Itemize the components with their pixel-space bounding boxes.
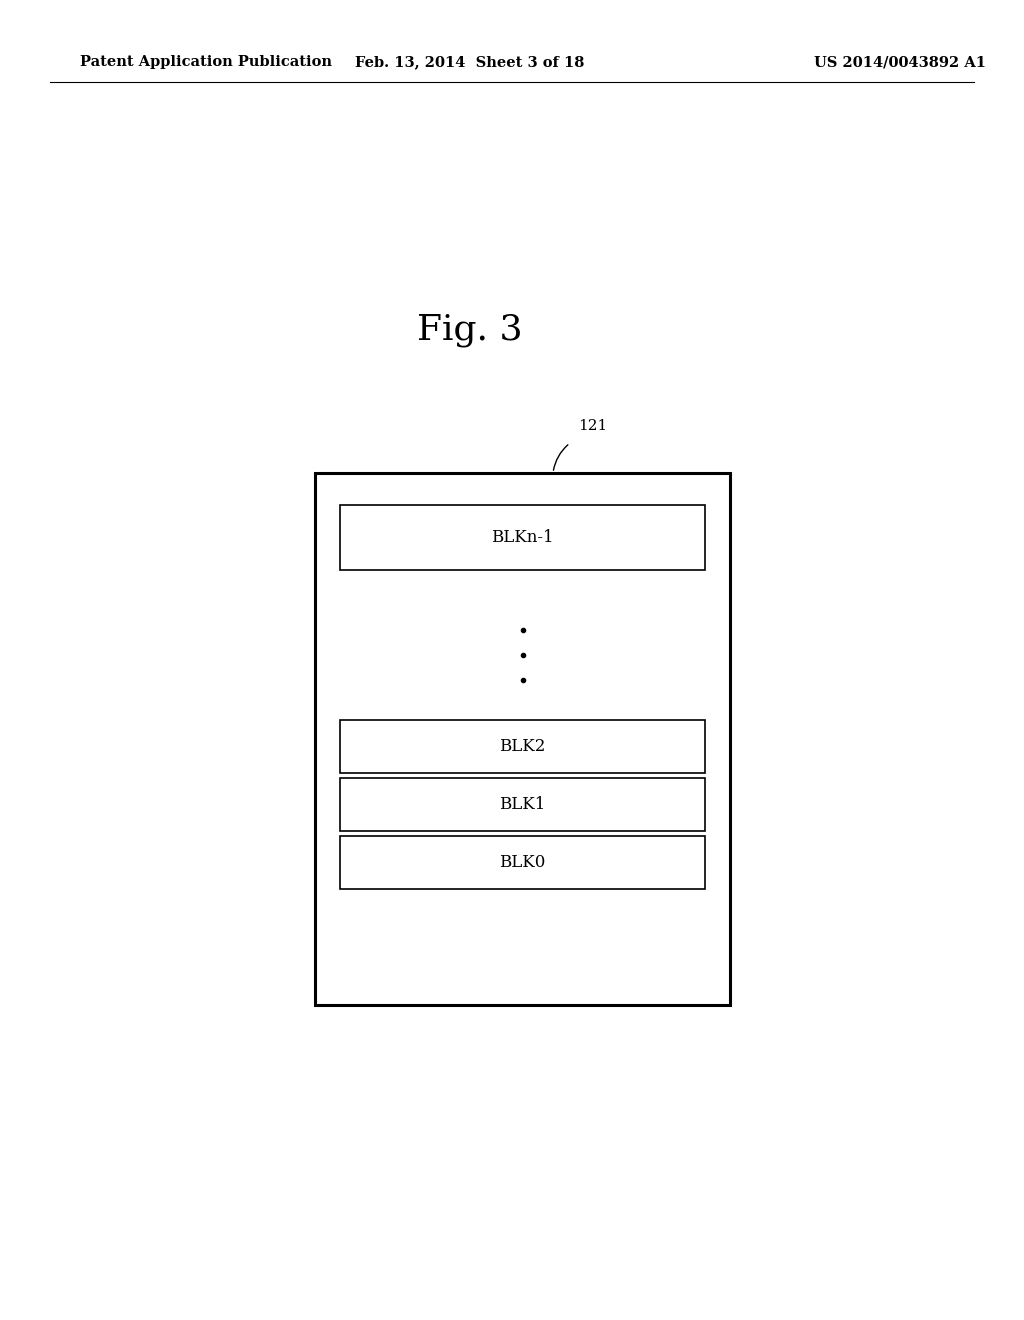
Bar <box>340 506 705 570</box>
Text: BLK1: BLK1 <box>500 796 546 813</box>
Text: Feb. 13, 2014  Sheet 3 of 18: Feb. 13, 2014 Sheet 3 of 18 <box>355 55 585 69</box>
Text: 121: 121 <box>578 418 607 433</box>
Text: BLKn-1: BLKn-1 <box>492 529 554 546</box>
Text: Fig. 3: Fig. 3 <box>417 313 523 347</box>
Text: BLK0: BLK0 <box>500 854 546 871</box>
Text: US 2014/0043892 A1: US 2014/0043892 A1 <box>814 55 986 69</box>
Bar <box>340 777 705 832</box>
Bar <box>340 836 705 888</box>
Text: Patent Application Publication: Patent Application Publication <box>80 55 332 69</box>
Bar <box>340 719 705 774</box>
Bar <box>315 473 730 1005</box>
Text: BLK2: BLK2 <box>500 738 546 755</box>
